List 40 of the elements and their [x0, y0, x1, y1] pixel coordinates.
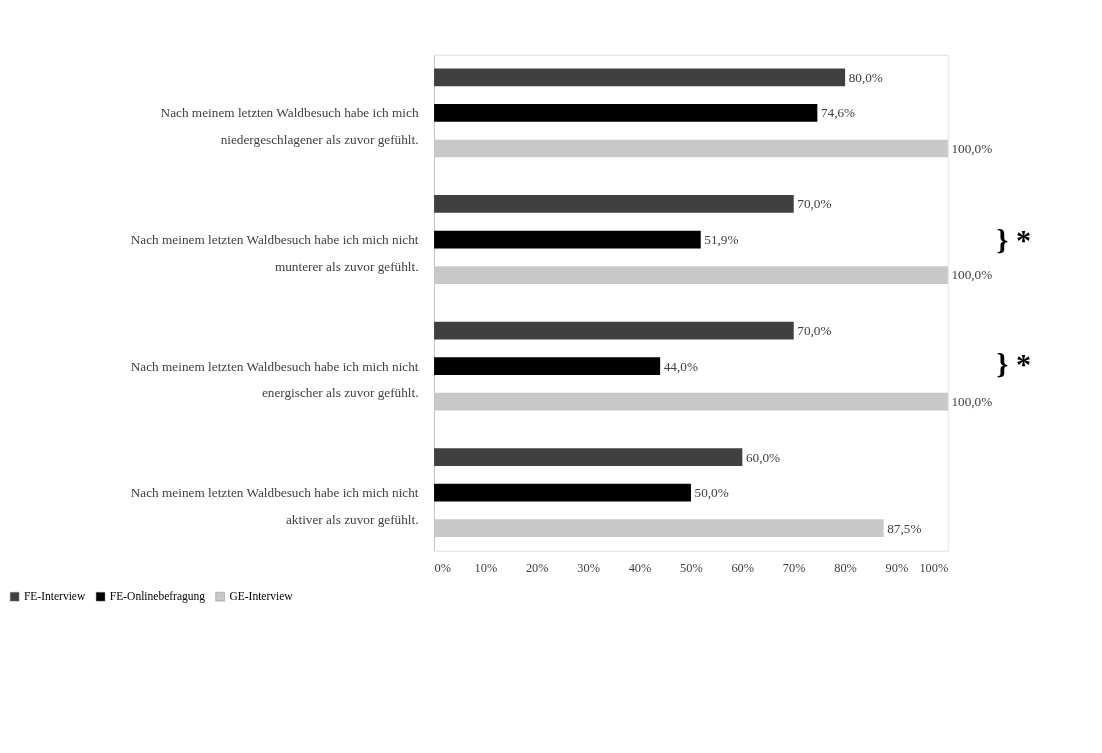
y-tick-label: Nach meinem letzten Waldbesuch habe ich mich niedergeschlagener als zuvor gefühlt.: [160, 105, 419, 147]
x-tick-label: 100%: [919, 560, 949, 575]
data-label: 44,0%: [663, 358, 698, 374]
bar: [434, 483, 691, 502]
y-tick-label: Nach meinem letzten Waldbesuch habe ich mich nicht aktiver als zuvor gefühlt.: [130, 485, 419, 527]
x-tick-label: 0%: [434, 560, 452, 575]
x-tick-label: 30%: [577, 560, 601, 575]
x-tick-label: 40%: [628, 560, 652, 575]
bar: [434, 195, 794, 213]
bar: [434, 321, 794, 340]
data-label: 74,6%: [820, 105, 856, 121]
data-label: 60,0%: [745, 449, 781, 465]
data-label: 87,5%: [887, 520, 922, 536]
text: } *: [996, 222, 1032, 257]
data-label: 80,0%: [848, 69, 883, 85]
data-label: 100,0%: [951, 267, 993, 283]
data-label: 100,0%: [951, 394, 993, 410]
bar: [434, 230, 701, 249]
data-label: 50,0%: [694, 485, 729, 501]
y-tick-label: Nach meinem letzten Waldbesuch habe ich mich nicht munterer als zuvor gefühlt.: [130, 231, 419, 274]
bar: [434, 104, 818, 122]
x-tick-label: 70%: [782, 560, 806, 575]
x-tick-label: 60%: [731, 560, 755, 575]
data-label: 70,0%: [797, 196, 832, 212]
x-tick-label: 90%: [885, 560, 909, 575]
text: } *: [996, 346, 1032, 381]
legend-label: FE-Onlinebefragung: [109, 590, 206, 604]
x-tick-label: 80%: [834, 560, 857, 575]
x-tick-label: 50%: [680, 560, 703, 575]
data-label: 70,0%: [797, 322, 832, 338]
bar: [434, 448, 743, 466]
bar: [434, 357, 661, 375]
x-tick-label: 20%: [525, 560, 549, 575]
data-label: 51,9%: [704, 231, 739, 247]
legend-label: FE-Interview: [23, 590, 86, 603]
x-tick-label: 10%: [474, 560, 498, 575]
y-tick-label: Nach meinem letzten Waldbesuch habe ich mich nicht energischer als zuvor gefühlt.: [130, 358, 419, 401]
legend-label: GE-Interview: [229, 590, 294, 603]
data-label: 100,0%: [951, 140, 993, 156]
bar: [434, 68, 846, 87]
